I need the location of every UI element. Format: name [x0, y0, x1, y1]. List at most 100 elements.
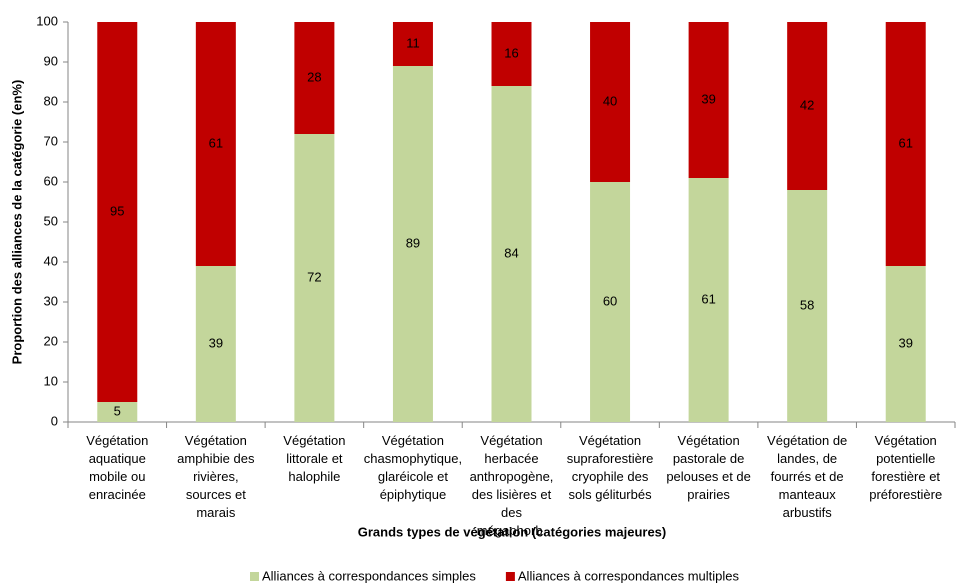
y-tick-label: 80 [44, 93, 58, 108]
legend-swatch [250, 572, 259, 581]
label-line: fourrés et de [771, 469, 844, 484]
label-line: Végétation [579, 433, 641, 448]
y-tick-label: 60 [44, 173, 58, 188]
x-tick-label: Végétation chasmophytique, glaréicole et ép… [364, 433, 462, 502]
data-label: 39 [898, 335, 912, 350]
y-tick-label: 0 [51, 413, 58, 428]
label-line: Végétation [283, 433, 345, 448]
data-label: 61 [898, 135, 912, 150]
label-line: cryophile des [572, 469, 649, 484]
legend-label: Alliances à correspondances multiples [518, 568, 740, 583]
data-label: 61 [209, 135, 223, 150]
x-tick-label: Végétation potentielle forestière et préfor… [869, 433, 942, 502]
bar-segment [688, 22, 729, 178]
label-line: manteaux [779, 487, 837, 502]
bar-segment [97, 22, 138, 402]
bar-segment [97, 402, 138, 422]
y-tick-label: 40 [44, 253, 58, 268]
label-line: Végétation [382, 433, 444, 448]
label-line: sols géliturbés [569, 487, 653, 502]
x-tick-label: Végétation amphibie des rivières, sources e… [177, 433, 255, 520]
label-line: Végétation [875, 433, 937, 448]
bar-segment [294, 22, 335, 134]
label-line: amphibie des [177, 451, 255, 466]
data-label: 11 [406, 35, 420, 50]
label-line: arbustifs [783, 505, 833, 520]
data-label: 84 [504, 245, 518, 260]
bar-segment [392, 66, 433, 422]
y-tick-label: 10 [44, 373, 58, 388]
bar-segment [294, 134, 335, 422]
legend-label: Alliances à correspondances simples [262, 568, 476, 583]
label-line: des lisières et [472, 487, 552, 502]
y-tick-label: 20 [44, 333, 58, 348]
label-line: Végétation [86, 433, 148, 448]
y-tick-label: 50 [44, 213, 58, 228]
label-line: préforestière [869, 487, 942, 502]
bar-segment [590, 22, 631, 182]
x-tick-label: Végétation aquatique mobile ou enracinée [86, 433, 148, 502]
label-line: Végétation [480, 433, 542, 448]
bar-segment [688, 178, 729, 422]
data-label: 60 [603, 293, 617, 308]
label-line: épiphytique [380, 487, 447, 502]
label-line: Végétation [185, 433, 247, 448]
bar-segment [392, 22, 433, 66]
data-label: 61 [701, 291, 715, 306]
label-line: enracinée [89, 487, 146, 502]
label-line: landes, de [777, 451, 837, 466]
label-line: Végétation [678, 433, 740, 448]
y-tick-label: 90 [44, 53, 58, 68]
label-line: glaréicole et [378, 469, 448, 484]
label-line: sources et [186, 487, 246, 502]
y-axis-title: Proportion des alliances de la catégorie… [9, 80, 24, 365]
label-line: forestière et [871, 469, 940, 484]
data-label: 40 [603, 93, 617, 108]
data-label: 89 [406, 235, 420, 250]
data-label: 39 [209, 335, 223, 350]
y-tick-label: 100 [36, 13, 58, 28]
label-line: supraforestière [567, 451, 654, 466]
bar-segment [590, 182, 631, 422]
label-line: mobile ou [89, 469, 145, 484]
y-tick-label: 30 [44, 293, 58, 308]
data-label: 42 [800, 97, 814, 112]
label-line: pastorale de [673, 451, 745, 466]
bar-segment [787, 22, 828, 190]
label-line: potentielle [876, 451, 935, 466]
x-tick-label: Végétation littorale et halophile [283, 433, 345, 484]
label-line: marais [196, 505, 236, 520]
data-label: 5 [114, 403, 121, 418]
label-line: littorale et [286, 451, 343, 466]
label-line: aquatique [89, 451, 146, 466]
data-label: 95 [110, 203, 124, 218]
label-line: chasmophytique, [364, 451, 462, 466]
label-line: pelouses et de [666, 469, 751, 484]
data-label: 39 [701, 91, 715, 106]
label-line: rivières, [193, 469, 239, 484]
bar-segment [787, 190, 828, 422]
label-line: herbacée [484, 451, 538, 466]
x-tick-label: Végétation de landes, de fourrés et de mant… [767, 433, 847, 520]
label-line: Végétation de [767, 433, 847, 448]
bar-segment [195, 266, 236, 422]
bar-segment [885, 266, 926, 422]
data-label: 72 [307, 269, 321, 284]
bar-segment [885, 22, 926, 266]
label-line: halophile [288, 469, 340, 484]
bar-segment [195, 22, 236, 266]
x-tick-label: Végétation herbacée anthropogène, des lisiè… [470, 433, 554, 538]
bar-segment [491, 22, 532, 86]
data-label: 16 [504, 45, 518, 60]
bar-segment [491, 86, 532, 422]
y-tick-label: 70 [44, 133, 58, 148]
legend-swatch [505, 572, 515, 581]
x-axis-title: Grands types de végétation (catégories m… [358, 524, 667, 539]
label-line: prairies [687, 487, 730, 502]
data-label: 58 [800, 297, 814, 312]
x-tick-label: Végétation pastorale de pelouses et de prai… [666, 433, 751, 502]
label-line: des [501, 505, 522, 520]
label-line: anthropogène, [470, 469, 554, 484]
data-label: 28 [307, 69, 321, 84]
